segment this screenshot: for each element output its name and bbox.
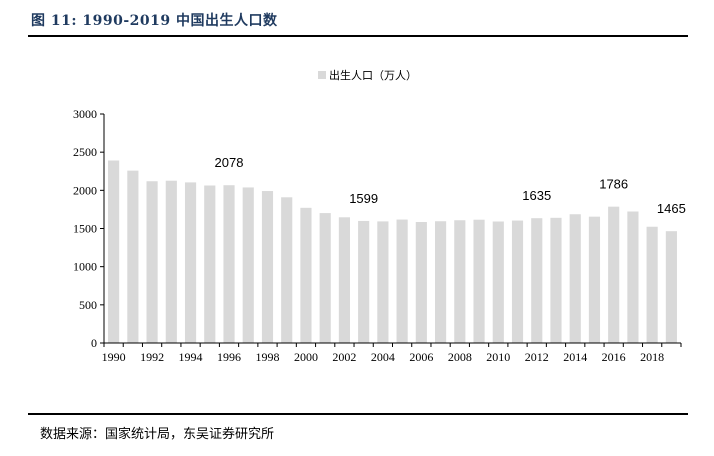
bottom-rule xyxy=(28,413,688,415)
x-tick-label-2012: 2012 xyxy=(525,350,549,364)
source-note: 数据来源：国家统计局，东吴证券研究所 xyxy=(40,427,275,442)
x-tick-label-2016: 2016 xyxy=(602,350,626,364)
bar-2011 xyxy=(511,220,524,343)
data-label-1996: 2078 xyxy=(215,155,244,170)
y-tick-label-1500: 1500 xyxy=(73,222,97,236)
bar-2001 xyxy=(319,213,331,343)
bar-2008 xyxy=(454,220,466,343)
bar-1995 xyxy=(204,185,216,343)
bar-1990 xyxy=(108,160,120,343)
bar-2004 xyxy=(377,221,389,343)
bar-2018 xyxy=(646,226,658,343)
x-tick-label-2010: 2010 xyxy=(486,350,510,364)
bar-1999 xyxy=(281,197,293,343)
y-tick-label-0: 0 xyxy=(91,336,97,350)
legend-swatch xyxy=(318,71,326,79)
x-tick-label-1992: 1992 xyxy=(140,350,164,364)
y-tick-label-2000: 2000 xyxy=(73,183,97,197)
bar-2017 xyxy=(627,211,639,343)
figure-title: 图 11: 1990-2019 中国出生人口数 xyxy=(31,13,278,29)
bar-2006 xyxy=(415,222,427,343)
bar-1997 xyxy=(242,187,254,343)
x-tick-label-2008: 2008 xyxy=(448,350,472,364)
bar-2019 xyxy=(665,231,677,343)
y-tick-label-500: 500 xyxy=(79,298,97,312)
bar-2014 xyxy=(569,214,581,343)
bar-2009 xyxy=(473,219,485,343)
x-tick-label-2002: 2002 xyxy=(332,350,356,364)
y-tick-label-1000: 1000 xyxy=(73,260,97,274)
x-tick-label-2018: 2018 xyxy=(640,350,664,364)
x-tick-label-2014: 2014 xyxy=(563,350,587,364)
bar-2010 xyxy=(492,221,504,343)
x-tick-label-1994: 1994 xyxy=(179,350,203,364)
bar-2003 xyxy=(358,220,370,343)
data-label-2012: 1635 xyxy=(522,188,551,203)
data-label-2016: 1786 xyxy=(599,177,628,192)
data-label-2003: 1599 xyxy=(349,191,378,206)
x-tick-label-2004: 2004 xyxy=(371,350,395,364)
top-rule xyxy=(28,35,688,37)
data-label-2019: 1465 xyxy=(657,201,686,216)
y-tick-label-3000: 3000 xyxy=(73,107,97,121)
x-tick-label-2000: 2000 xyxy=(294,350,318,364)
bar-1996 xyxy=(223,185,235,343)
bar-1994 xyxy=(184,182,197,343)
bar-1991 xyxy=(127,170,139,343)
x-tick-label-1996: 1996 xyxy=(217,350,241,364)
bar-2013 xyxy=(550,217,562,343)
bar-2005 xyxy=(396,219,408,343)
bar-1998 xyxy=(261,191,274,343)
x-tick-label-2006: 2006 xyxy=(409,350,433,364)
bar-2012 xyxy=(531,218,543,343)
x-tick-label-1990: 1990 xyxy=(102,350,126,364)
bar-1992 xyxy=(146,181,158,343)
x-tick-label-1998: 1998 xyxy=(255,350,279,364)
bar-2000 xyxy=(300,207,312,343)
bar-2015 xyxy=(588,216,601,343)
bar-2016 xyxy=(608,206,620,343)
legend-label: 出生人口（万人） xyxy=(329,68,417,82)
bar-2007 xyxy=(435,221,447,343)
y-tick-label-2500: 2500 xyxy=(73,145,97,159)
bar-2002 xyxy=(338,217,350,343)
bar-1993 xyxy=(165,180,177,343)
